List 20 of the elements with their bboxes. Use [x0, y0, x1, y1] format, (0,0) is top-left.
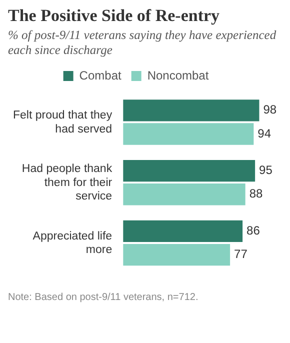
bar — [123, 220, 243, 242]
bar — [123, 160, 256, 182]
chart-subtitle: % of post-9/11 veterans saying they have experienced each since discharge — [8, 28, 278, 58]
legend-label: Combat — [79, 68, 122, 82]
text: Note: Based on post-9/11 veterans, n=712. — [8, 292, 200, 303]
bar — [123, 123, 254, 145]
y-tick-label: Appreciated life more — [32, 230, 112, 256]
data-label: 88 — [249, 186, 264, 201]
chart-title: The Positive Side of Re-entry — [8, 6, 221, 26]
y-tick-label: Had people thank them for their service — [22, 162, 112, 203]
data-label: 77 — [234, 247, 248, 262]
data-label: 95 — [259, 163, 273, 178]
data-label: 86 — [246, 224, 260, 238]
bar — [123, 184, 246, 206]
data-label: 98 — [263, 102, 277, 117]
bar — [123, 244, 230, 266]
bar — [123, 100, 260, 122]
y-tick-label: Felt proud that they had served — [12, 109, 112, 136]
data-label: 94 — [258, 126, 272, 140]
legend-label: Noncombat — [147, 68, 210, 82]
